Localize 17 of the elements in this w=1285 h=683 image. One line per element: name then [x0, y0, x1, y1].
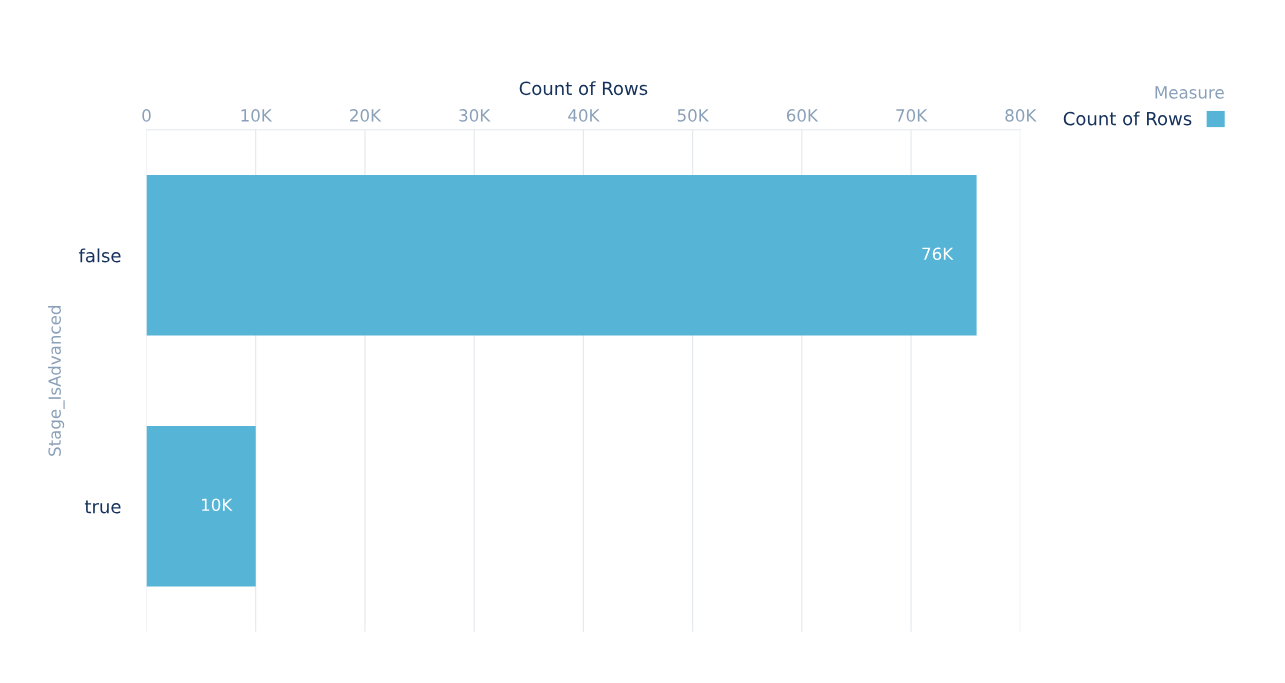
y-tick-label: false — [78, 248, 121, 263]
x-tick-label: 0 — [142, 109, 151, 122]
y-axis-title: Stage_IsAdvanced — [48, 306, 65, 456]
data-label: 76K — [922, 247, 954, 261]
x-tick-label: 30K — [459, 109, 491, 122]
data-label: 10K — [201, 498, 233, 512]
x-tick-label: 80K — [1005, 109, 1037, 122]
x-tick-label: 20K — [350, 109, 382, 122]
x-axis-title: Count of Rows — [519, 81, 648, 96]
x-tick-label: 50K — [677, 109, 710, 122]
y-tick-label: true — [84, 500, 121, 514]
x-tick-label: 40K — [568, 109, 600, 122]
legend-label: Count of Rows — [1063, 111, 1192, 126]
x-tick-label: 10K — [241, 109, 273, 122]
legend-title: Measure — [1155, 86, 1224, 99]
x-tick-label: 60K — [786, 109, 819, 122]
x-tick-label: 70K — [896, 109, 928, 122]
